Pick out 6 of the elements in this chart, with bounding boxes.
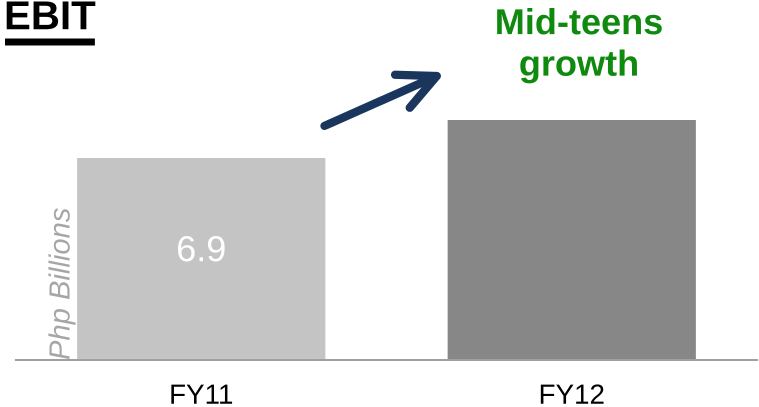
chart-title: EBIT: [6, 1, 96, 30]
data-label: 6.9: [178, 236, 225, 262]
x-tick-label: FY11: [171, 384, 232, 404]
y-axis-title: Php Billions: [48, 208, 76, 360]
text: Mid-teens growth: [497, 8, 662, 84]
x-tick-label: FY12: [540, 384, 604, 404]
